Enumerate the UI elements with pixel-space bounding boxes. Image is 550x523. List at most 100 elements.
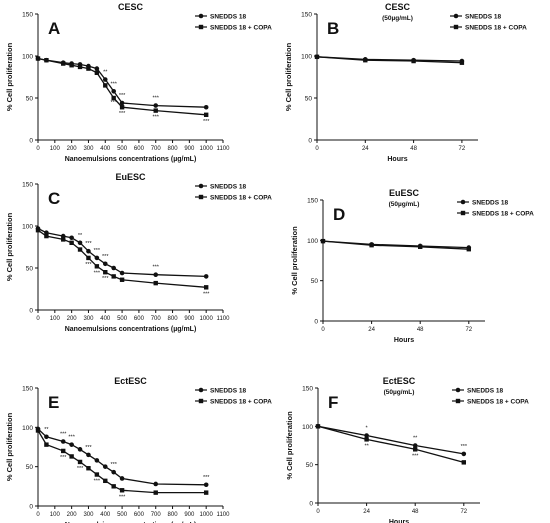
data-point	[44, 434, 49, 440]
series-line-2	[37, 430, 207, 494]
x-tick-label: 0	[36, 146, 40, 152]
data-point	[94, 472, 100, 477]
x-tick-label: 48	[412, 509, 419, 515]
x-tick-label: 0	[316, 509, 320, 515]
data-point	[77, 240, 83, 246]
panel-label: A	[48, 19, 60, 38]
data-point	[413, 447, 418, 452]
significance-label: ***	[153, 96, 160, 102]
y-tick-label: 100	[301, 54, 312, 61]
series-line-1	[37, 428, 207, 486]
y-tick-label: 0	[29, 504, 33, 511]
legend-marker	[460, 210, 466, 216]
y-tick-label: 0	[29, 308, 33, 315]
data-point	[44, 233, 49, 239]
x-tick-label: 700	[151, 316, 162, 322]
chart-subtitle: (50µg/mL)	[382, 15, 413, 22]
data-point	[102, 464, 108, 469]
significance-label: ***	[412, 453, 419, 459]
data-point	[111, 95, 116, 101]
y-tick-label: 0	[308, 138, 312, 145]
data-point	[44, 58, 49, 63]
data-point	[111, 265, 116, 271]
data-point	[94, 458, 100, 463]
significance-label: ***	[203, 119, 210, 125]
panel-label: E	[48, 393, 59, 412]
y-tick-label: 100	[22, 425, 33, 432]
panel-C: 0 50 100 150 0 100 200 300 400 500 600 700 800 900 100…	[5, 172, 272, 333]
data-point	[119, 105, 125, 110]
x-tick-label: 0	[36, 512, 40, 518]
legend-label: SNEDDS 18 + COPA	[210, 25, 272, 32]
x-tick-label: 500	[117, 146, 128, 152]
x-tick-label: 700	[151, 512, 162, 518]
data-point	[44, 230, 49, 236]
chart-title: EctESC	[383, 376, 416, 386]
legend-marker	[198, 387, 204, 393]
significance-label: **	[413, 436, 418, 442]
panel-label: C	[48, 189, 60, 208]
x-tick-label: 1100	[217, 316, 231, 322]
data-point	[61, 237, 66, 242]
data-point	[153, 108, 158, 113]
panel-A: 0 50 100 150 0 100 200 300 400 500 600 700 800 900 100…	[5, 2, 272, 163]
x-axis-title: Hours	[387, 156, 407, 163]
data-point	[203, 112, 209, 117]
x-tick-label: 1000	[200, 316, 214, 322]
data-point	[203, 285, 209, 290]
y-tick-label: 100	[22, 224, 33, 231]
x-tick-label: 72	[459, 146, 466, 152]
y-tick-label: 50	[311, 278, 319, 285]
data-point	[61, 61, 66, 66]
x-tick-label: 100	[50, 512, 61, 518]
x-tick-label: 900	[184, 316, 195, 322]
data-point	[119, 488, 125, 493]
data-point	[459, 60, 465, 65]
x-tick-label: 24	[363, 509, 370, 515]
data-point	[203, 490, 209, 495]
chart-title: EuESC	[389, 188, 420, 198]
x-tick-label: 500	[117, 316, 128, 322]
legend-marker	[198, 194, 204, 200]
data-point	[364, 437, 369, 442]
significance-label: ***	[94, 479, 101, 485]
data-point	[103, 478, 108, 484]
y-tick-label: 50	[305, 96, 313, 103]
significance-label: ***	[119, 93, 126, 99]
x-tick-label: 900	[184, 512, 195, 518]
y-axis-title: % Cell proliferation	[5, 212, 14, 281]
significance-label: ***	[110, 100, 117, 106]
x-tick-label: 1100	[217, 512, 231, 518]
chart-title: CESC	[118, 2, 144, 12]
data-point	[153, 490, 158, 495]
data-point	[153, 481, 159, 487]
y-tick-label: 150	[22, 12, 33, 19]
data-point	[35, 428, 41, 433]
data-point	[77, 247, 83, 252]
significance-label: ***	[119, 111, 126, 117]
data-point	[103, 83, 108, 88]
x-tick-label: 24	[368, 327, 375, 333]
x-tick-label: 900	[184, 146, 195, 152]
data-point	[203, 274, 209, 279]
significance-label: ***	[85, 262, 92, 268]
data-point	[35, 228, 41, 233]
series-line-1	[317, 425, 464, 455]
legend-label: SNEDDS 18 + COPA	[467, 399, 529, 406]
x-tick-label: 0	[321, 327, 325, 333]
x-tick-label: 500	[117, 512, 128, 518]
x-tick-label: 400	[100, 512, 111, 518]
x-tick-label: 600	[134, 146, 145, 152]
y-tick-label: 50	[26, 464, 34, 471]
chart-subtitle: (50µg/mL)	[384, 389, 415, 396]
significance-label: **	[78, 233, 83, 239]
x-tick-label: 24	[362, 146, 369, 152]
x-tick-label: 400	[100, 146, 111, 152]
data-point	[69, 454, 74, 459]
significance-label: ***	[85, 241, 92, 247]
significance-label: ***	[110, 462, 117, 468]
legend-marker	[198, 398, 204, 404]
data-point	[461, 451, 467, 457]
data-point	[77, 459, 83, 465]
significance-label: ***	[153, 265, 160, 271]
